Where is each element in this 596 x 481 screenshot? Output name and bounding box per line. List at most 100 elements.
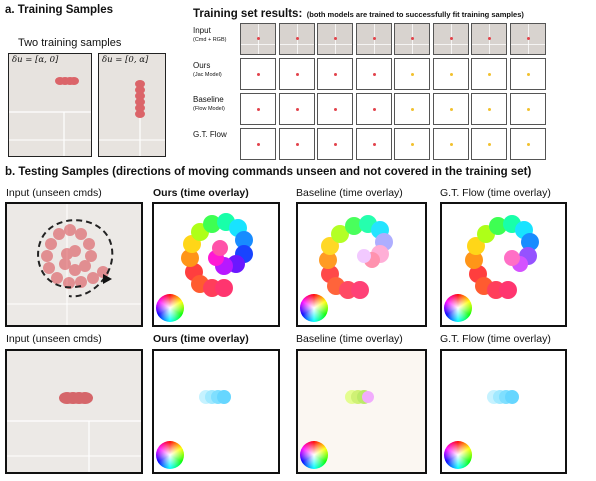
row-label-text: G.T. Flow [193,130,227,139]
result-cell-ours [394,58,430,90]
position-dot [257,108,260,111]
position-dot [526,73,530,76]
row1-ours-label: Ours (time overlay) [153,187,249,199]
position-dot [257,143,260,146]
position-dot [334,73,337,76]
color-wheel-icon [156,441,184,469]
training-sample-vertical: δu = [0, α] [98,53,166,157]
horizontal-input-image [7,351,141,472]
row1-input-panel [5,202,143,327]
position-dot [257,73,260,76]
result-cell-input [240,23,276,55]
position-dot [411,108,414,111]
result-cell-ours [278,58,315,90]
row2-gt-label: G.T. Flow (time overlay) [440,333,551,345]
result-cell-gt-flow [509,128,546,160]
section-b-title: b. Testing Samples (directions of moving… [5,166,532,178]
result-cell-ours [317,58,353,90]
position-dot [488,73,491,76]
row1-baseline-panel [296,202,427,327]
position-dot [411,37,414,40]
row-label-input: Input (Cmd + RGB) [193,26,227,44]
training-sample-horizontal: δu = [α, 0] [8,53,92,157]
training-results-title: Training set results: (both models are t… [193,4,524,22]
position-dot [449,37,453,40]
row2-baseline-label: Baseline (time overlay) [296,333,403,345]
position-dot [449,73,453,76]
position-dot [372,37,376,40]
position-dot [295,37,299,40]
result-cell-baseline [432,93,469,125]
row-label-ours: Ours (Jac Model) [193,61,222,79]
row2-ours-panel [152,349,280,474]
position-dot [449,108,453,111]
position-dot [334,37,337,40]
result-cell-gt-flow [317,128,353,160]
result-cell-ours [471,58,507,90]
row-label-baseline: Baseline (Flow Model) [193,95,225,113]
color-wheel-icon [300,294,328,322]
result-cell-ours [509,58,546,90]
result-cell-baseline [240,93,276,125]
results-title-note: (both models are trained to successfully… [306,10,524,19]
result-cell-baseline [278,93,315,125]
row-label-gt-flow: G.T. Flow [193,130,227,140]
color-wheel-icon [156,294,184,322]
row-label-text: Baseline [193,95,224,104]
row-sublabel-text: (Cmd + RGB) [193,36,227,43]
section-a-title: a. Training Samples [5,4,114,16]
result-cell-input [278,23,315,55]
position-dot [334,143,337,146]
position-dot [411,143,414,146]
row-label-text: Ours [193,61,211,70]
position-dot [295,143,299,146]
spiral-baseline-overlay [319,215,393,299]
row2-baseline-panel [296,349,427,474]
row2-input-label: Input (unseen cmds) [6,333,102,345]
result-cell-gt-flow [278,128,315,160]
result-cell-input [355,23,392,55]
sample-equation: δu = [0, α] [102,55,149,65]
result-cell-baseline [471,93,507,125]
color-wheel-icon [300,441,328,469]
color-wheel-icon [444,294,472,322]
position-dot [372,73,376,76]
result-cell-gt-flow [432,128,469,160]
spiral-ours-overlay [181,213,253,297]
position-dot [526,108,530,111]
row-sublabel-text: (Jac Model) [193,71,222,78]
position-dot [295,108,299,111]
position-dot [488,37,491,40]
row1-ours-panel [152,202,280,327]
color-wheel-icon [444,441,472,469]
row1-input-label: Input (unseen cmds) [6,187,102,199]
spiral-gt-overlay [465,215,539,299]
result-cell-ours [355,58,392,90]
result-cell-baseline [317,93,353,125]
result-cell-baseline [394,93,430,125]
result-cell-gt-flow [471,128,507,160]
position-dot [257,37,260,40]
result-cell-gt-flow [355,128,392,160]
sample-equation: δu = [α, 0] [12,55,59,65]
sample-image-horizontal [9,77,91,156]
position-dot [334,108,337,111]
row1-gt-panel [440,202,567,327]
position-dot [372,143,376,146]
result-cell-baseline [355,93,392,125]
row1-baseline-label: Baseline (time overlay) [296,187,403,199]
result-cell-gt-flow [394,128,430,160]
position-dot [295,73,299,76]
horizontal-gt-overlay [487,390,519,404]
row-label-text: Input [193,26,211,35]
position-dot [411,73,414,76]
sample-image-vertical [99,80,165,156]
position-dot [526,143,530,146]
result-cell-ours [240,58,276,90]
result-cell-baseline [509,93,546,125]
training-samples-subtitle: Two training samples [18,37,122,49]
result-cell-input [471,23,507,55]
horizontal-ours-overlay [199,390,231,404]
results-title-bold: Training set results: [193,8,303,20]
result-cell-input [509,23,546,55]
